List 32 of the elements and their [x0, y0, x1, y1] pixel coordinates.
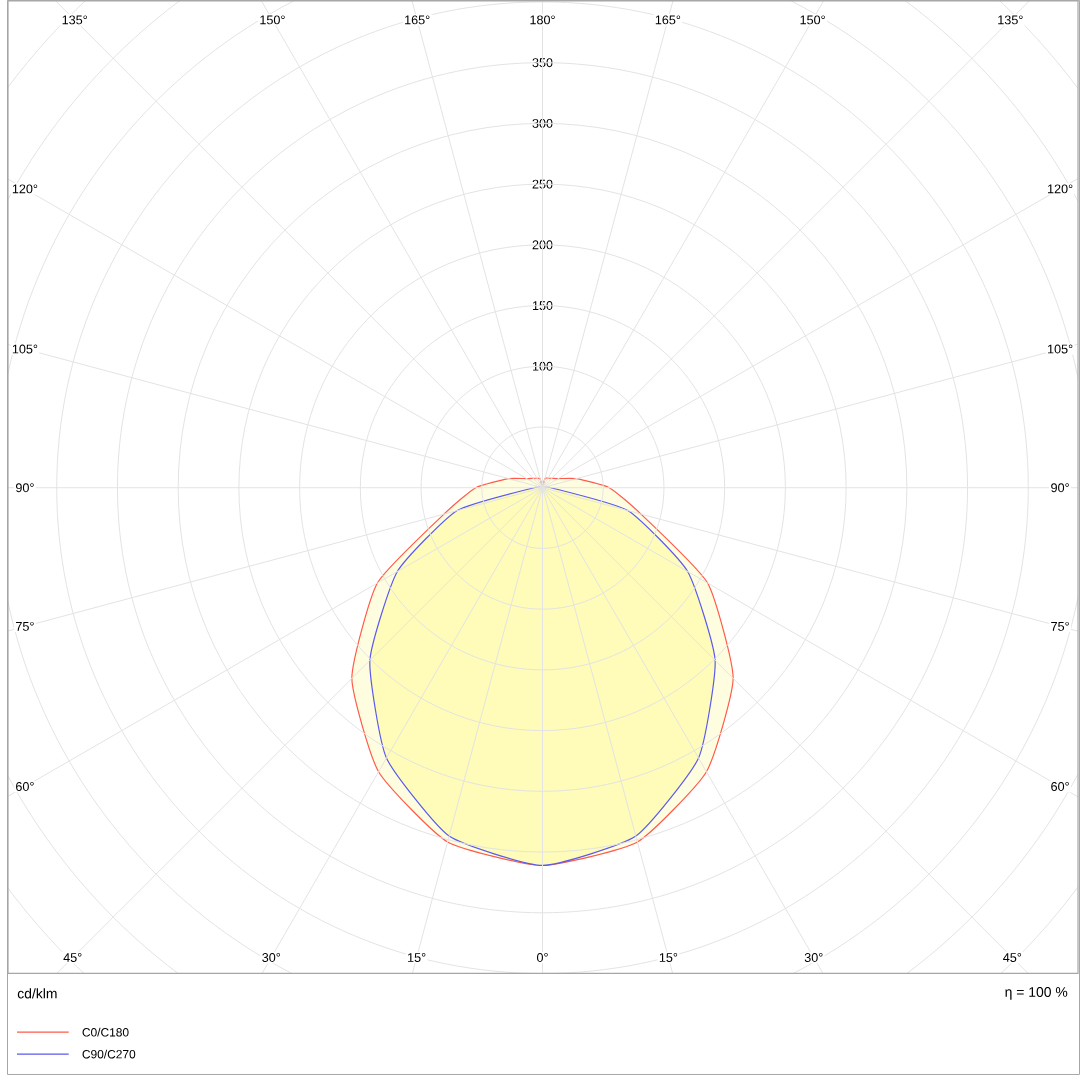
y-tick-label: 100 — [532, 361, 553, 371]
text: cd/klm — [17, 988, 57, 999]
y-tick-label: 350 — [532, 58, 553, 68]
spoke-label: 15° — [659, 953, 678, 962]
spoke-label: 75° — [1051, 621, 1069, 631]
spoke-label: 105° — [12, 344, 38, 354]
spoke-label: 165° — [655, 15, 681, 25]
y-tick-label: 200 — [532, 240, 553, 250]
y-tick-label: 250 — [532, 179, 553, 189]
spoke-label: 0° — [536, 953, 548, 962]
text: η = 100 % — [1005, 987, 1068, 1000]
spoke-label: 120° — [12, 184, 38, 194]
spoke-label: 150° — [260, 15, 285, 25]
spoke-label: 180° — [530, 15, 555, 25]
spoke-label: 90° — [1051, 483, 1069, 493]
legend-label: C0/C180 — [82, 1027, 129, 1037]
spoke-label: 105° — [1048, 344, 1073, 354]
spoke-label: 120° — [1048, 184, 1073, 194]
spoke-label: 135° — [62, 15, 87, 25]
spoke-label: 30° — [262, 953, 281, 962]
spoke-label: 75° — [16, 621, 34, 631]
spoke-label: 30° — [804, 953, 823, 962]
spoke-label: 60° — [16, 782, 34, 792]
spoke-label: 90° — [15, 483, 34, 493]
spoke-label: 45° — [1003, 953, 1022, 962]
legend-label: C90/C270 — [82, 1049, 136, 1059]
spoke-label: 60° — [1051, 782, 1069, 792]
spoke-label: 150° — [800, 15, 825, 25]
spoke-label: 135° — [998, 15, 1023, 25]
spoke-label: 45° — [63, 953, 82, 962]
spoke-label: 165° — [405, 15, 430, 25]
spoke-label: 15° — [408, 953, 426, 962]
